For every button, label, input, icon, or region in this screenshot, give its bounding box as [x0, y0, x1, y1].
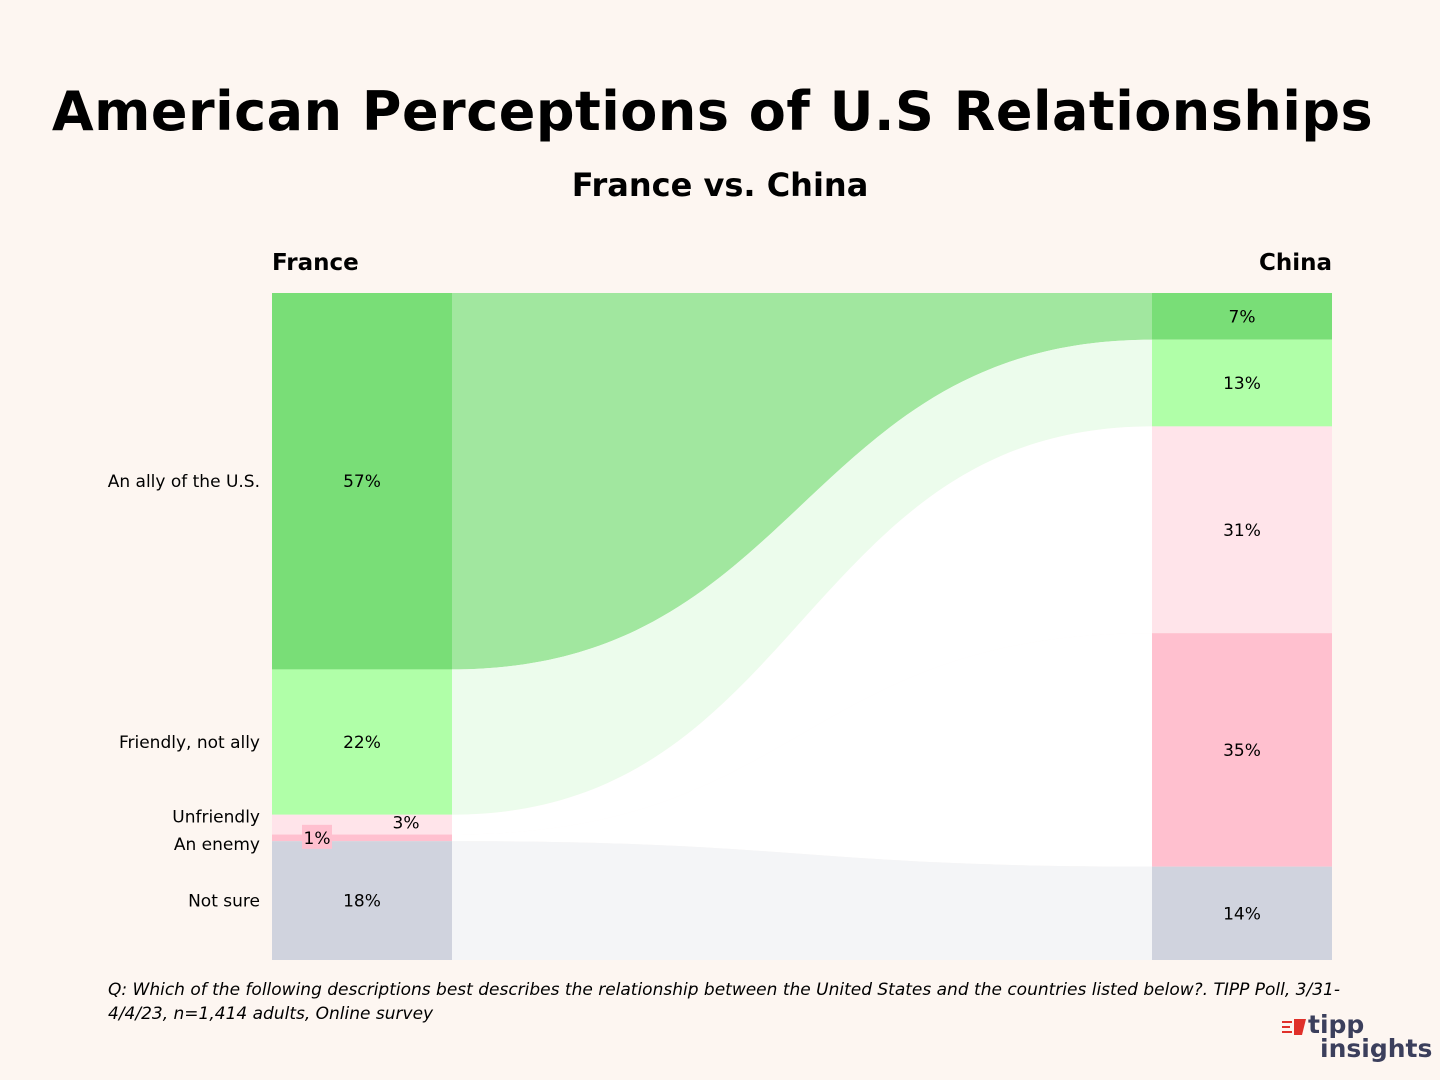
- france-bar-friendly-not-ally: [272, 669, 452, 815]
- china-bar-friendly-not-ally: [1152, 339, 1332, 427]
- china-value-not-sure: 14%: [1223, 904, 1261, 924]
- footnote: Q: Which of the following descriptions b…: [108, 980, 1340, 1024]
- logo-text-tipp: tipp: [1308, 1010, 1365, 1039]
- china-value-unfriendly: 31%: [1223, 521, 1261, 541]
- france-bar-an-enemy: [272, 834, 452, 842]
- china-value-an-enemy: 35%: [1223, 741, 1261, 761]
- china-bar-an-ally-of-the-u-s: [1152, 293, 1332, 340]
- category-label-not-sure: Not sure: [188, 892, 260, 912]
- category-label-an-ally-of-the-u-s: An ally of the U.S.: [108, 472, 260, 492]
- france-value-an-ally-of-the-u-s: 57%: [343, 472, 381, 492]
- france-value-unfriendly: 3%: [393, 814, 420, 834]
- china-bar-an-enemy: [1152, 633, 1332, 867]
- flow-an-enemy: [452, 633, 1152, 867]
- category-label-unfriendly: Unfriendly: [172, 808, 260, 828]
- china-value-friendly-not-ally: 13%: [1223, 374, 1261, 394]
- flow-unfriendly: [452, 426, 1152, 835]
- category-label-an-enemy: An enemy: [174, 835, 260, 855]
- france-value-friendly-not-ally: 22%: [343, 733, 381, 753]
- column-header-france: France: [272, 250, 359, 276]
- tipp-insights-logo: tipp insights: [1280, 1010, 1433, 1064]
- france-bar-not-sure: [272, 841, 452, 960]
- chart-subtitle: France vs. China: [571, 166, 869, 204]
- column-header-china: China: [1259, 250, 1332, 276]
- category-label-friendly-not-ally: Friendly, not ally: [119, 733, 260, 753]
- flow-not-sure: [452, 841, 1152, 960]
- china-value-an-ally-of-the-u-s: 7%: [1229, 307, 1256, 327]
- logo-text-insights: insights: [1320, 1034, 1433, 1063]
- france-value-an-enemy: 1%: [304, 829, 331, 849]
- flow-an-ally-of-the-u-s: [452, 293, 1152, 670]
- china-bar-unfriendly: [1152, 426, 1332, 634]
- france-bar-unfriendly: [272, 814, 452, 835]
- chart-title: American Perceptions of U.S Relationship…: [51, 80, 1374, 143]
- france-value-not-sure: 18%: [343, 892, 381, 912]
- flow-friendly-not-ally: [452, 339, 1152, 815]
- china-bar-not-sure: [1152, 866, 1332, 960]
- value-label-bg-enemy: [302, 824, 332, 849]
- france-bar-an-ally-of-the-u-s: [272, 293, 452, 670]
- logo-mark-icon: [1282, 1019, 1306, 1035]
